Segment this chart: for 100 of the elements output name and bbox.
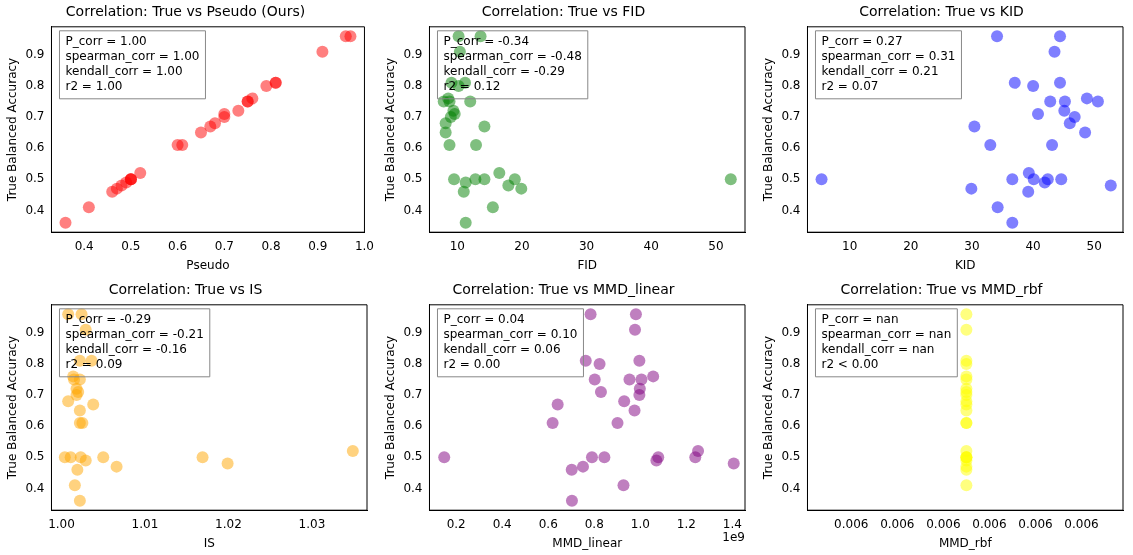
point	[1063, 117, 1076, 130]
point	[176, 139, 189, 152]
point	[1054, 30, 1067, 43]
y-axis-title: True Balanced Accuracy	[383, 335, 398, 481]
point	[984, 139, 997, 152]
x-tick-label: 0.6	[538, 516, 558, 531]
x-tick-label: 0.006	[1064, 516, 1099, 531]
x-axis-title: Pseudo	[186, 257, 230, 272]
x-tick-label: 50	[1086, 238, 1102, 253]
x-tick-label: 50	[708, 238, 724, 253]
y-tick-label: 0.8	[781, 78, 801, 93]
y-tick-label: 0.7	[25, 387, 45, 402]
y-tick-label: 0.7	[781, 387, 801, 402]
y-tick-label: 0.4	[25, 202, 45, 217]
point	[1055, 173, 1068, 186]
y-tick-label: 0.9	[781, 324, 801, 339]
annotation: P_corr = 0.27 spearman_corr = 0.31 kendall_corr = 0.21 r2 = 0.07	[821, 33, 956, 93]
y-tick-label: 0.9	[781, 46, 801, 61]
point	[565, 494, 578, 507]
point	[87, 398, 100, 411]
x-tick-label: 10	[842, 238, 858, 253]
y-tick-label: 0.7	[781, 109, 801, 124]
point	[1027, 173, 1040, 186]
annotation: P_corr = nan spearman_corr = nan kendall_corr = nan r2 < 0.00	[821, 311, 952, 371]
x-axis-title: KID	[954, 257, 976, 272]
point	[73, 404, 86, 417]
point	[588, 373, 601, 386]
x-tick-label: 1.03	[298, 516, 326, 531]
point	[438, 451, 451, 464]
x-axis-title: MMD_linear	[552, 535, 623, 550]
point	[59, 216, 72, 229]
point	[79, 454, 92, 467]
chart-title: Correlation: True vs FID	[481, 3, 646, 20]
x-axis-title: FID	[577, 257, 598, 272]
point	[1006, 216, 1019, 229]
x-tick-label: 0.9	[308, 238, 328, 253]
point	[965, 182, 978, 195]
point	[1079, 126, 1092, 139]
point	[73, 494, 86, 507]
chart-title: Correlation: True vs Pseudo (Ours)	[65, 3, 306, 20]
point	[70, 389, 83, 402]
point	[344, 30, 357, 43]
point	[1006, 173, 1019, 186]
point	[584, 308, 597, 321]
y-tick-label: 0.5	[403, 171, 423, 186]
x-tick-label: 0.4	[74, 238, 94, 253]
x-tick-label: 1.01	[131, 516, 159, 531]
point	[623, 373, 636, 386]
point	[960, 323, 973, 336]
y-axis-title: True Balanced Accuracy	[5, 57, 20, 203]
y-tick-label: 0.8	[403, 356, 423, 371]
point	[134, 167, 147, 180]
point	[316, 45, 329, 58]
point	[968, 120, 981, 133]
point	[1046, 139, 1059, 152]
point	[457, 185, 470, 198]
point	[815, 173, 828, 186]
point	[194, 126, 207, 139]
y-tick-label: 0.4	[403, 202, 423, 217]
x-tick-label: 0.2	[446, 516, 466, 531]
text: 1e9	[722, 530, 745, 545]
point	[1058, 104, 1071, 117]
point	[208, 117, 221, 130]
point	[629, 323, 641, 336]
x-tick-label: 0.006	[834, 516, 869, 531]
point	[960, 479, 973, 492]
x-tick-label: 1.4	[722, 516, 742, 531]
point	[617, 479, 630, 492]
y-tick-label: 0.4	[25, 480, 45, 495]
y-tick-label: 0.8	[403, 78, 423, 93]
point	[502, 179, 515, 192]
point	[724, 173, 737, 186]
point	[594, 385, 607, 398]
y-axis-title: True Balanced Accuracy	[5, 335, 20, 481]
point	[486, 201, 499, 214]
point	[443, 139, 456, 152]
point	[218, 107, 231, 120]
x-tick-label: 0.006	[972, 516, 1007, 531]
point	[633, 389, 646, 402]
point	[1048, 45, 1061, 58]
point	[628, 404, 641, 417]
point	[232, 104, 245, 117]
x-tick-label: 0.5	[121, 238, 141, 253]
point	[633, 354, 646, 367]
point	[991, 201, 1004, 214]
annotation: P_corr = 0.04 spearman_corr = 0.10 kendall_corr = 0.06 r2 = 0.00	[443, 311, 578, 371]
point	[1104, 179, 1117, 192]
x-tick-label: 1.0	[354, 238, 374, 253]
point	[551, 398, 564, 411]
y-tick-label: 0.7	[25, 109, 45, 124]
y-tick-label: 0.6	[781, 418, 801, 433]
x-tick-label: 0.8	[584, 516, 604, 531]
point	[585, 451, 598, 464]
x-tick-label: 0.006	[1018, 516, 1053, 531]
y-tick-label: 0.9	[25, 324, 45, 339]
point	[1080, 92, 1093, 105]
x-tick-label: 0.006	[880, 516, 915, 531]
point	[1027, 79, 1040, 92]
point	[346, 445, 359, 458]
chart-title: Correlation: True vs IS	[108, 281, 263, 298]
